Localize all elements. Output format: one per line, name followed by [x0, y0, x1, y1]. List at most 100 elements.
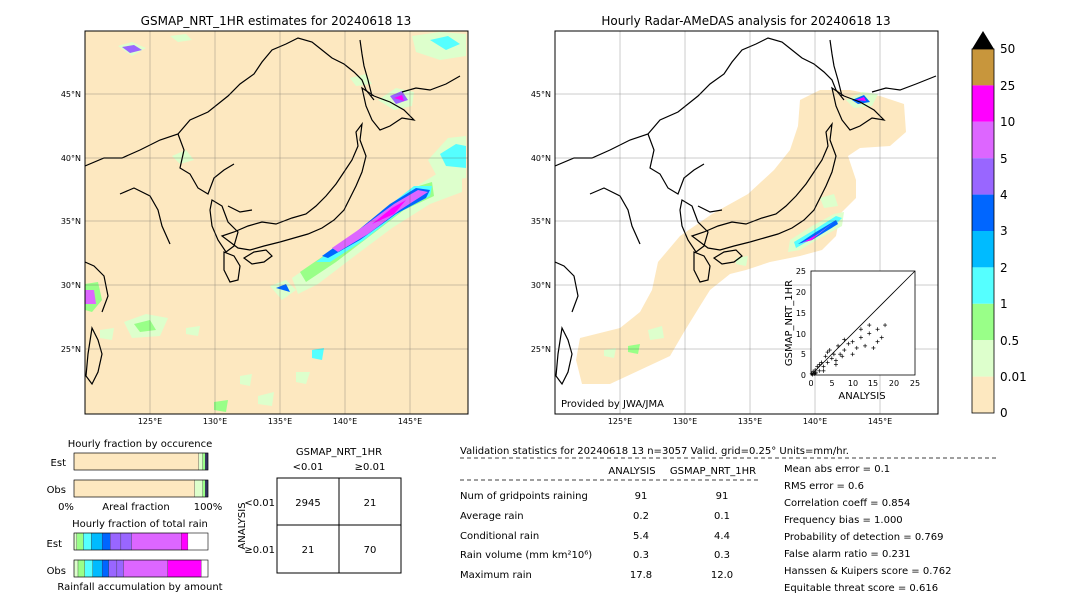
stacked-bar-frame	[73, 479, 209, 498]
scatter-point	[819, 360, 824, 365]
scatter-ylabel: GSMAP_NRT_1HR	[784, 280, 795, 366]
left-gridlines	[85, 31, 468, 414]
colorbar-block	[972, 85, 994, 122]
scatter-x-tick: 25	[910, 379, 920, 388]
occurrence-row-label: Est	[51, 458, 67, 469]
scatter-point	[842, 337, 847, 342]
scatter-point	[811, 369, 816, 374]
total-rain-xlabel: Rainfall accumulation by amount	[57, 582, 222, 593]
validation-scores: Mean abs error = 0.1 RMS error = 0.6 Cor…	[784, 464, 951, 594]
scatter-x-tick: 0	[808, 379, 813, 388]
colorbar-block	[972, 340, 994, 377]
stacked-bar-segment	[73, 479, 195, 498]
contingency-col-label: <0.01	[293, 462, 324, 473]
colorbar-block	[972, 158, 994, 195]
stacked-bar-frame	[73, 532, 209, 551]
validation-row-label: Conditional rain	[460, 531, 539, 542]
stacked-bar-segment	[194, 479, 203, 498]
validation-row-label: Rain volume (mm km²10⁶)	[460, 550, 592, 561]
lon-tick: 125°E	[608, 417, 632, 426]
colorbar-labels: 50 25 10 5 4 3 2 1 0.5 0.01 0	[1000, 42, 1027, 420]
scatter-point	[875, 339, 880, 344]
lon-tick: 145°E	[398, 417, 422, 426]
lat-tick: 25°N	[61, 345, 81, 354]
scatter-point	[871, 345, 876, 350]
scatter-y-ticks: 0 5 10 15 20 25	[796, 267, 806, 380]
right-coastlines	[555, 37, 937, 386]
right-coverage-area	[576, 90, 906, 384]
scatter-y-tick: 10	[796, 330, 806, 339]
colorbar-block	[972, 49, 994, 86]
lon-tick: 135°E	[268, 417, 292, 426]
stacked-bar-segment	[108, 559, 118, 578]
validation-value-gsmap: 12.0	[711, 570, 733, 581]
colorbar-block	[972, 303, 994, 341]
scatter-y-tick: 15	[796, 309, 806, 318]
contingency-row-title: ANALYSIS	[237, 502, 248, 549]
scatter-point	[825, 350, 830, 355]
scatter-point	[825, 360, 830, 365]
scatter-point	[875, 327, 880, 332]
stacked-bar-segment	[202, 452, 206, 471]
validation-value-gsmap: 91	[716, 491, 729, 502]
lon-tick: 140°E	[333, 417, 357, 426]
scatter-point	[867, 331, 872, 336]
colorbar-label: 0.5	[1000, 334, 1019, 348]
left-map: GSMAP_NRT_1HR estimates for 20240618 13	[61, 14, 469, 426]
total-rain-row-label: Obs	[47, 566, 66, 577]
score-line: Equitable threat score = 0.616	[784, 583, 938, 594]
right-rain-field	[604, 92, 878, 358]
left-map-frame	[84, 30, 469, 415]
validation-value-analysis: 0.3	[633, 550, 649, 561]
scatter-x-tick: 10	[848, 379, 858, 388]
validation-row-label: Average rain	[460, 511, 524, 522]
lat-tick: 45°N	[531, 90, 551, 99]
scatter-x-ticks: 0 5 10 15 20 25	[808, 379, 920, 388]
scatter-point	[863, 343, 868, 348]
stacked-bar-segment	[73, 532, 77, 551]
lat-tick: 45°N	[61, 90, 81, 99]
scatter-point	[831, 352, 836, 357]
scatter-point	[858, 327, 863, 332]
stacked-bar-segment	[120, 532, 132, 551]
stacked-bar-segment	[73, 559, 79, 578]
lat-tick: 40°N	[61, 154, 81, 163]
validation-row-label: Maximum rain	[460, 570, 532, 581]
contingency-row-label: <0.01	[244, 498, 275, 509]
scatter-point	[867, 323, 872, 328]
occurrence-row-label: Obs	[47, 485, 66, 496]
validation-value-gsmap: 0.1	[714, 511, 730, 522]
colorbar-label: 0	[1000, 406, 1008, 420]
colorbar-block	[972, 231, 994, 268]
colorbar-block	[972, 121, 994, 159]
scatter-y-tick: 0	[801, 371, 806, 380]
stacked-bar-segment	[92, 559, 103, 578]
scatter-xlabel: ANALYSIS	[838, 391, 885, 402]
stacked-bar-segment	[205, 452, 209, 471]
occurrence-title: Hourly fraction by occurence	[68, 439, 212, 450]
stacked-bar-segment	[131, 532, 182, 551]
score-line: RMS error = 0.6	[784, 481, 864, 492]
lat-tick: 25°N	[531, 345, 551, 354]
scatter-point	[823, 354, 828, 359]
scatter-diagonal	[810, 270, 916, 376]
lat-tick: 30°N	[531, 281, 551, 290]
colorbar: 50 25 10 5 4 3 2 1 0.5 0.01 0	[971, 31, 1027, 420]
colorbar-label: 4	[1000, 188, 1008, 202]
scatter-point	[813, 370, 818, 375]
scatter-point	[838, 352, 843, 357]
stacked-bar-segment	[73, 452, 199, 471]
validation-value-analysis: 0.2	[633, 511, 649, 522]
validation-value-analysis: 5.4	[633, 531, 649, 542]
stacked-bar-segment	[84, 559, 93, 578]
validation-row-label: Num of gridpoints raining	[460, 491, 588, 502]
validation-header: Validation statistics for 20240618 13 n=…	[460, 446, 849, 457]
left-map-background	[85, 31, 468, 414]
right-map-title: Hourly Radar-AMeDAS analysis for 2024061…	[601, 14, 890, 28]
stacked-bar-segment	[123, 559, 168, 578]
scatter-point	[846, 341, 851, 346]
stacked-bar-segment	[202, 479, 206, 498]
colorbar-block	[972, 376, 994, 413]
stacked-bar-segment	[76, 532, 84, 551]
scatter-x-tick: 5	[829, 379, 834, 388]
